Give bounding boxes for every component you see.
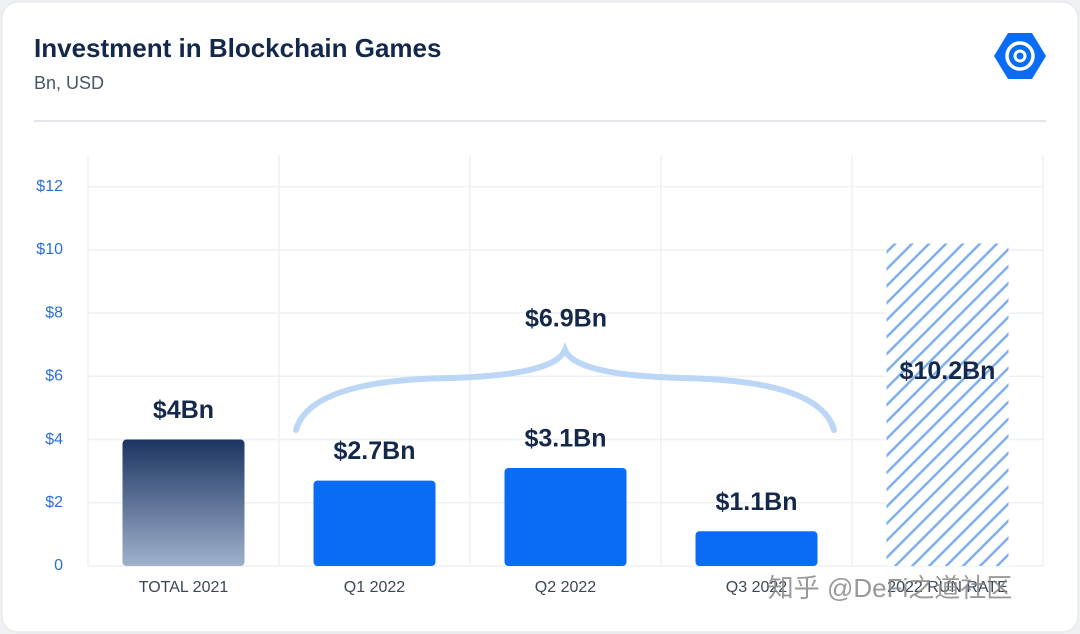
brace: [293, 341, 837, 433]
x-tick-label: Q2 2022: [535, 579, 596, 596]
value-label: $10.2Bn: [900, 357, 996, 385]
watermark: 知乎 @DeFi之道社区: [768, 573, 1013, 603]
value-label: $3.1Bn: [525, 425, 607, 453]
bar: [122, 439, 245, 566]
bar: [504, 467, 627, 566]
bar: [695, 531, 818, 566]
bar: [313, 480, 436, 566]
y-tick-label: $10: [36, 241, 63, 258]
bar: [886, 243, 1009, 566]
x-tick-label: TOTAL 2021: [139, 579, 229, 596]
y-tick-label: $2: [45, 494, 63, 511]
value-label: $4Bn: [153, 396, 214, 424]
y-tick-label: $12: [36, 178, 63, 195]
x-tick-label: Q3 2022: [726, 579, 787, 596]
x-tick-label: Q1 2022: [344, 579, 405, 596]
y-tick-label: 0: [54, 557, 63, 574]
chart-subtitle: Bn, USD: [34, 73, 104, 93]
y-tick-label: $8: [45, 304, 63, 321]
y-tick-label: $6: [45, 368, 63, 385]
value-label: $1.1Bn: [716, 488, 798, 516]
chart-title: Investment in Blockchain Games: [34, 33, 441, 63]
annotation: $6.9Bn: [525, 305, 607, 333]
value-label: $2.7Bn: [334, 437, 416, 465]
x-tick-label: 2022 RUN RATE: [887, 579, 1008, 596]
logo: [994, 33, 1046, 79]
y-tick-label: $4: [45, 431, 63, 448]
